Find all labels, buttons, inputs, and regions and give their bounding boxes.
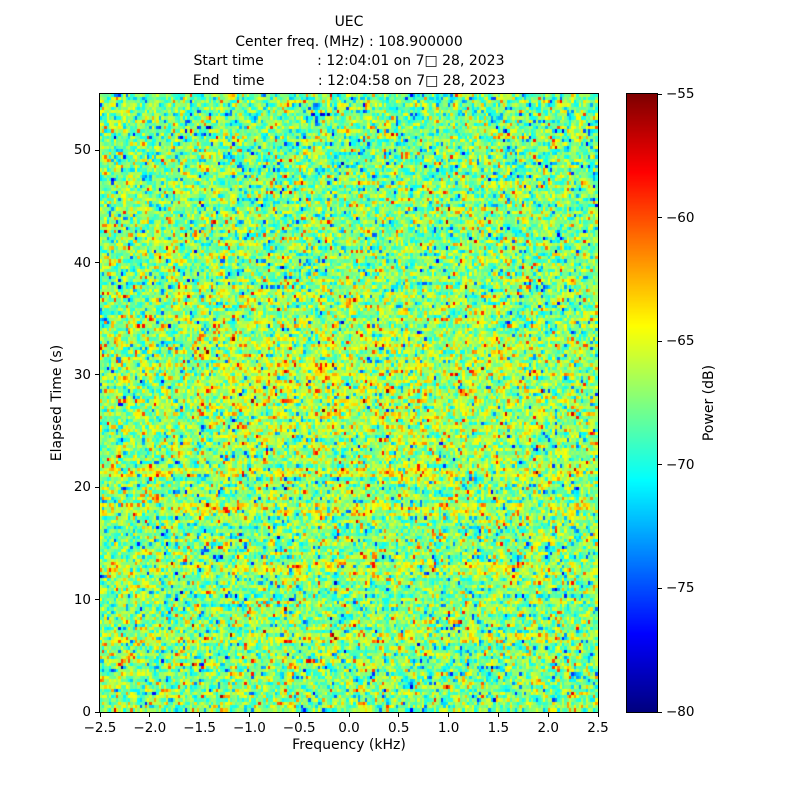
y-tick-mark [95,599,99,601]
x-tick-mark [597,713,599,717]
x-tick-mark [199,713,201,717]
x-tick-label: 0.5 [388,720,410,736]
colorbar-tick-label: −80 [666,704,695,720]
y-tick-mark [95,711,99,713]
colorbar-tick-mark [658,464,662,466]
x-tick-label: −0.5 [282,720,316,736]
y-tick-label: 30 [73,366,91,383]
y-tick-label: 40 [73,254,91,271]
x-tick-mark [149,713,151,717]
y-tick-mark [95,149,99,151]
x-tick-label: 1.5 [487,720,510,736]
y-tick-mark [95,262,99,264]
colorbar-tick-label: −75 [666,580,695,597]
x-tick-mark [348,713,350,717]
colorbar [626,93,658,713]
x-tick-label: 2.5 [587,720,609,736]
end-time-line: End time : 12:04:58 on 7□ 28, 2023 [192,72,506,89]
x-tick-mark [448,713,450,717]
center-frequency-line: Center freq. (MHz) : 108.900000 [235,33,463,50]
colorbar-gradient-canvas [627,94,657,712]
x-tick-label: 2.0 [537,720,559,736]
colorbar-tick-mark [658,711,662,713]
x-tick-label: −2.5 [83,720,117,736]
spectrogram-heatmap-canvas [100,94,598,712]
start-time-line: Start time : 12:04:01 on 7□ 28, 2023 [193,53,505,69]
x-tick-mark [497,713,499,717]
x-tick-mark [398,713,400,717]
x-tick-label: 1.0 [437,720,460,736]
y-tick-mark [95,374,99,376]
x-tick-mark [298,713,300,717]
x-tick-label: −1.5 [183,720,216,736]
x-axis-label: Frequency (kHz) [292,737,406,753]
colorbar-tick-label: −60 [666,209,695,226]
y-tick-label: 20 [73,479,91,496]
x-tick-mark [99,713,101,717]
figure-title: UEC [334,14,364,30]
colorbar-tick-label: −65 [666,333,695,350]
y-tick-mark [95,486,99,488]
colorbar-tick-mark [658,340,662,342]
figure-title-block: UEC Center freq. (MHz) : 108.900000 Star… [0,13,698,91]
x-tick-mark [248,713,250,717]
x-tick-label: −1.0 [233,720,266,736]
y-tick-label: 50 [73,142,91,159]
y-axis-label: Elapsed Time (s) [49,344,65,462]
colorbar-tick-mark [658,217,662,219]
colorbar-axis-label: Power (dB) [701,364,717,442]
spectrogram-plot-area [99,93,599,713]
colorbar-tick-mark [658,587,662,589]
colorbar-tick-label: −55 [666,86,695,102]
y-tick-label: 0 [82,704,91,720]
x-tick-label: 0.0 [338,720,360,736]
colorbar-tick-mark [658,93,662,95]
colorbar-tick-label: −70 [666,456,695,473]
x-tick-mark [547,713,549,717]
x-tick-label: −2.0 [133,720,167,736]
y-tick-label: 10 [73,591,91,608]
